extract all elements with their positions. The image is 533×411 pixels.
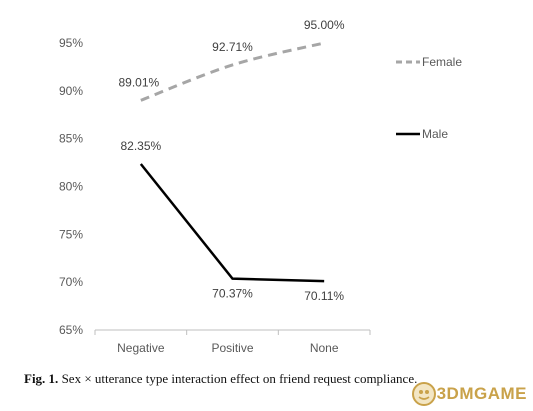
watermark: 3DMGAME [411, 381, 527, 407]
x-tick-label: None [310, 341, 339, 355]
y-tick-label: 75% [59, 227, 83, 241]
x-tick-label: Positive [211, 341, 253, 355]
watermark-text: 3DMGAME [436, 384, 527, 403]
legend-label-male: Male [422, 127, 448, 141]
data-label-female: 95.00% [304, 18, 345, 32]
y-tick-label: 95% [59, 36, 83, 50]
series-line-male [139, 163, 325, 283]
legend-label-female: Female [422, 55, 462, 69]
y-tick-label: 85% [59, 132, 83, 146]
y-tick-label: 65% [59, 323, 83, 337]
data-labels: 89.01% 92.71% 95.00% 82.35% 70.37% 70.11% [118, 18, 344, 303]
y-tick-label: 70% [59, 275, 83, 289]
x-tick-label: Negative [117, 341, 165, 355]
x-axis: Negative Positive None [94, 329, 371, 355]
legend: Female Male [396, 55, 462, 141]
data-label-female: 92.71% [212, 40, 253, 54]
figure-caption: Fig. 1. Sex × utterance type interaction… [24, 371, 524, 387]
data-label-male: 70.11% [304, 289, 344, 303]
figure-label: Fig. 1. [24, 371, 59, 386]
y-tick-label: 90% [59, 84, 83, 98]
watermark-logo-icon [411, 382, 436, 406]
data-label-female: 89.01% [118, 75, 159, 89]
data-label-male: 70.37% [212, 287, 253, 301]
y-axis: 95% 90% 85% 80% 75% 70% 65% [59, 36, 83, 337]
y-tick-label: 80% [59, 180, 83, 194]
figure-caption-text: Sex × utterance type interaction effect … [61, 371, 418, 386]
line-chart: 95% 90% 85% 80% 75% 70% 65% Negative Positive No… [59, 18, 462, 355]
data-label-male: 82.35% [120, 139, 161, 153]
series-layer [139, 41, 325, 283]
